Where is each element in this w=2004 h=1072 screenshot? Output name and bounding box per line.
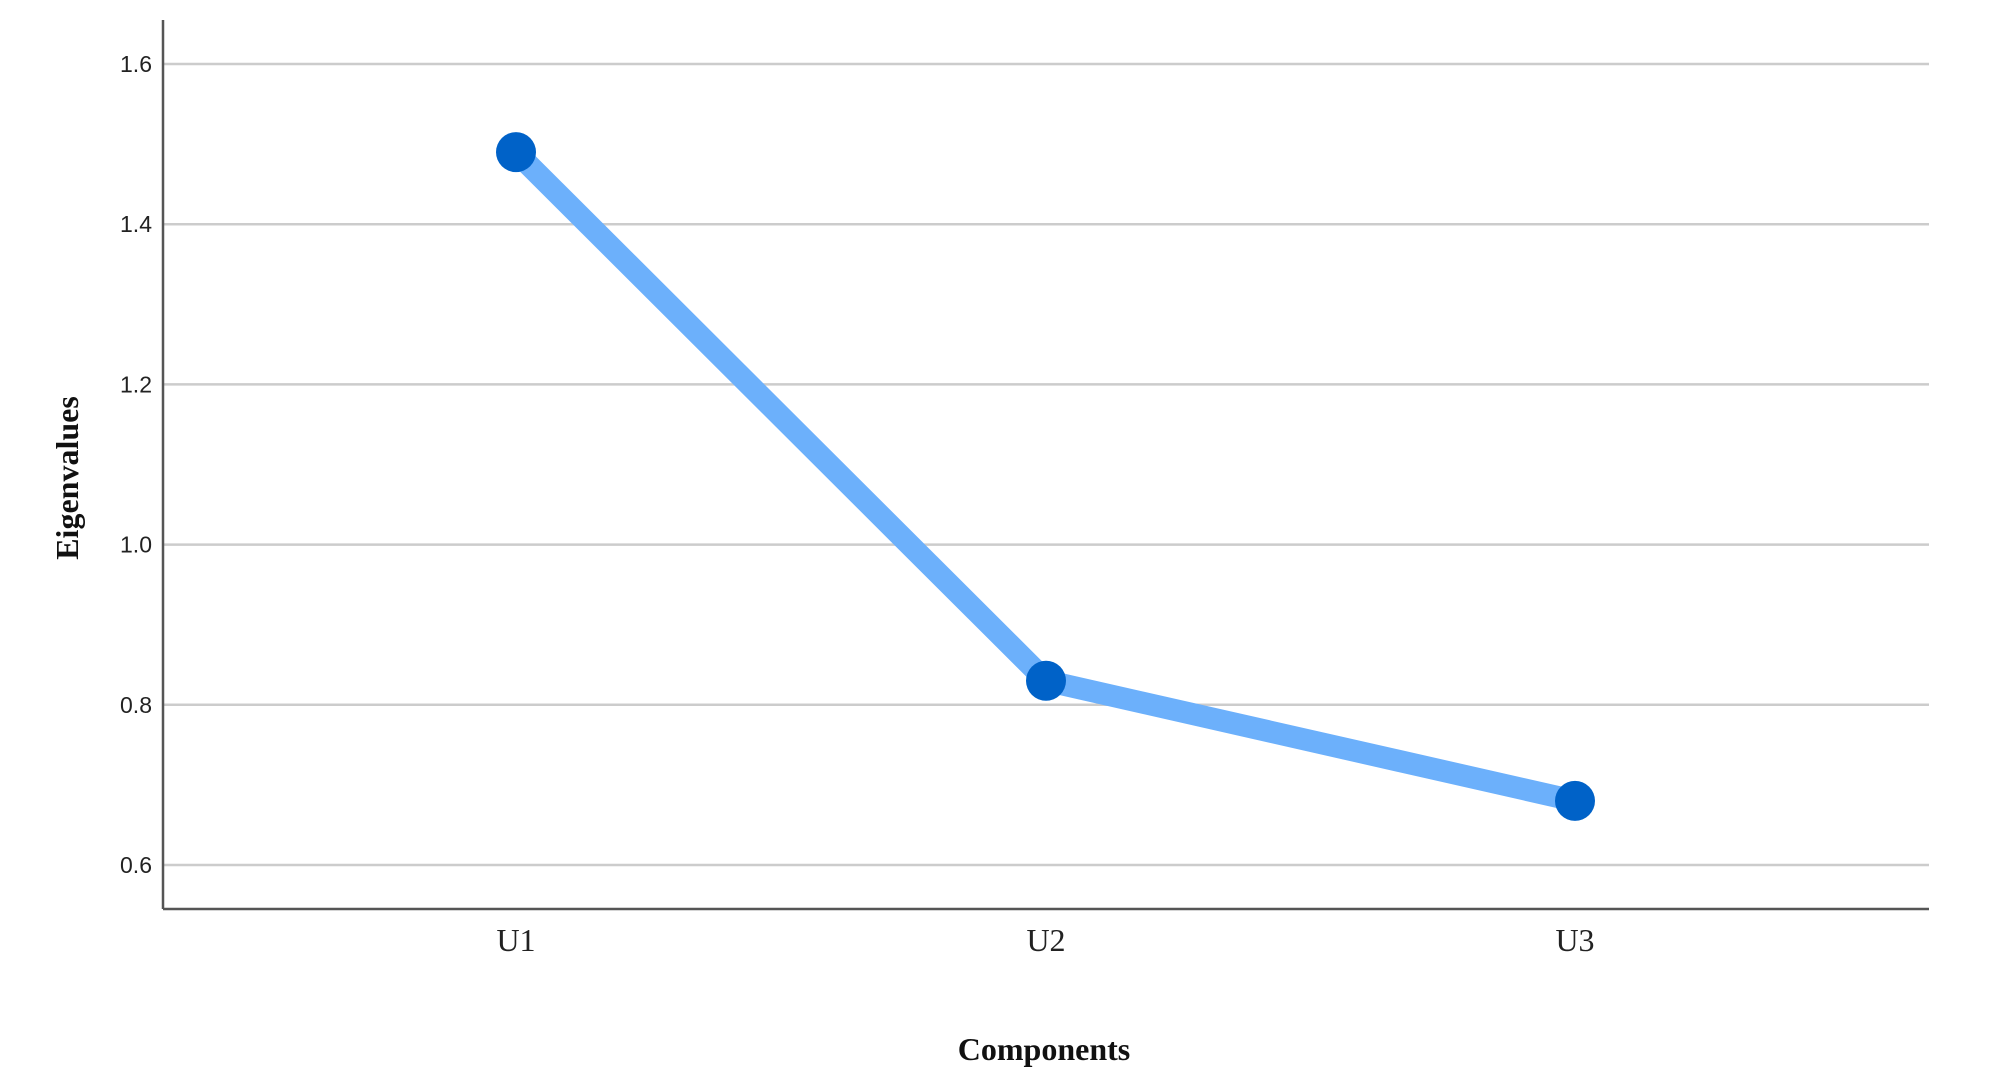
data-point-U3	[1555, 780, 1595, 821]
x-tick-label-U2: U2	[1026, 922, 1065, 958]
y-tick-label-1.4: 1.4	[120, 211, 152, 237]
y-axis-title: Eigenvalues	[49, 396, 85, 560]
x-axis-title: Components	[958, 1031, 1130, 1067]
y-tick-label-0.6: 0.6	[120, 852, 152, 878]
y-tick-label-1.2: 1.2	[120, 371, 152, 397]
axes	[161, 20, 1929, 911]
y-tick-label-1.6: 1.6	[120, 51, 152, 77]
x-axis-ticks: U1 U2 U3	[496, 922, 1594, 958]
x-tick-label-U3: U3	[1555, 922, 1594, 958]
y-axis-ticks: 0.6 0.8 1.0 1.2 1.4 1.6	[120, 51, 152, 878]
data-point-U2	[1026, 660, 1066, 701]
x-tick-label-U1: U1	[496, 922, 535, 958]
gridlines	[163, 62, 1929, 867]
y-tick-label-0.8: 0.8	[120, 692, 152, 718]
series-eigenvalues	[496, 132, 1595, 821]
y-tick-label-1.0: 1.0	[120, 532, 152, 558]
data-point-U1	[496, 132, 536, 173]
